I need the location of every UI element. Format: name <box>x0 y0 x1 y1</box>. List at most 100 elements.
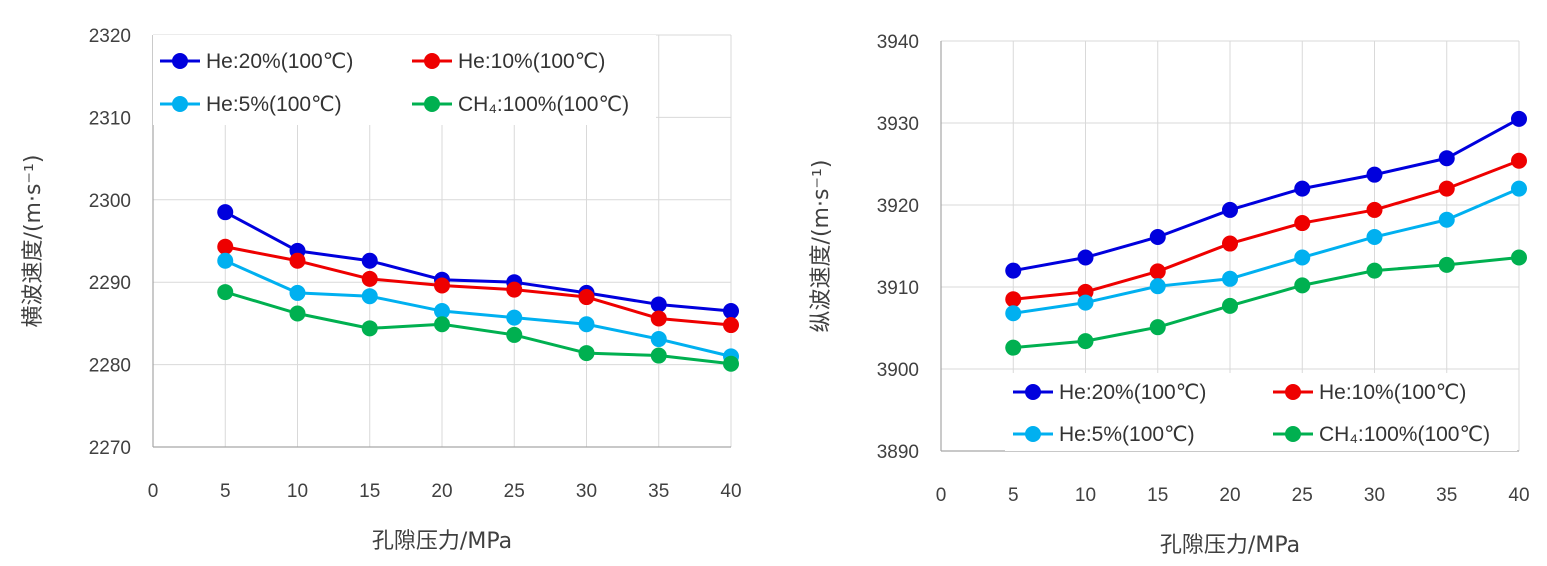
legend-swatch-marker <box>172 96 188 112</box>
x-tick-label: 35 <box>1436 485 1457 506</box>
data-point <box>578 316 595 333</box>
legend-label: He:5%(100℃) <box>1059 423 1195 446</box>
data-point <box>1438 256 1455 273</box>
series-0 <box>1005 110 1527 279</box>
data-point <box>217 252 234 269</box>
series-2 <box>217 252 739 365</box>
data-point <box>1366 201 1383 218</box>
data-point <box>217 284 234 301</box>
series-3 <box>217 284 739 372</box>
y-tick-label: 3940 <box>877 32 919 53</box>
data-point <box>1511 180 1527 197</box>
series-1 <box>1005 152 1527 308</box>
x-tick-label: 20 <box>431 481 452 502</box>
data-point <box>1366 228 1383 245</box>
data-point <box>1294 249 1311 266</box>
y-tick-label: 3910 <box>877 278 919 299</box>
x-tick-label: 10 <box>287 481 308 502</box>
data-point <box>1005 291 1022 308</box>
data-point <box>723 355 739 372</box>
legend-label: He:5%(100℃) <box>206 93 342 116</box>
x-tick-label: 15 <box>359 481 380 502</box>
data-point <box>578 345 595 362</box>
x-tick-label: 10 <box>1075 485 1096 506</box>
y-tick-label: 2280 <box>89 356 131 377</box>
legend-background <box>1005 373 1517 451</box>
y-tick-label: 2300 <box>89 191 131 212</box>
x-tick-label: 30 <box>1364 485 1385 506</box>
series-2 <box>1005 180 1527 322</box>
legend-swatch-marker <box>424 53 440 69</box>
data-point <box>650 296 667 313</box>
x-axis-title: 孔隙压力/MPa <box>1160 533 1300 558</box>
legend-label: CH₄:100%(100℃) <box>458 93 629 116</box>
series-line <box>1013 159 1520 301</box>
data-point <box>1511 152 1527 169</box>
y-tick-label: 3900 <box>877 360 919 381</box>
y-axis-title: 纵波速度/(m·s⁻¹) <box>809 160 834 333</box>
data-point <box>1222 297 1238 314</box>
x-tick-label: 25 <box>1292 485 1313 506</box>
x-tick-label: 35 <box>648 481 669 502</box>
legend-swatch-marker <box>172 53 188 69</box>
data-point <box>361 288 378 305</box>
data-point <box>1222 235 1238 252</box>
y-tick-label: 3930 <box>877 114 919 135</box>
data-point <box>434 303 450 320</box>
legend-label: He:20%(100℃) <box>1059 381 1206 404</box>
data-point <box>1438 150 1455 167</box>
data-point <box>1149 228 1166 245</box>
data-point <box>1366 262 1383 279</box>
legend-label: He:10%(100℃) <box>1319 381 1466 404</box>
data-point <box>723 317 739 334</box>
x-tick-label: 0 <box>148 481 159 502</box>
data-point <box>1511 110 1527 127</box>
series-line <box>1013 255 1520 350</box>
series-1 <box>217 238 739 334</box>
legend-swatch-marker <box>424 96 440 112</box>
legend-label: He:10%(100℃) <box>458 50 605 73</box>
data-point <box>1005 339 1022 356</box>
data-point <box>434 316 450 333</box>
data-point <box>1149 263 1166 280</box>
data-point <box>1149 278 1166 295</box>
data-point <box>217 238 234 255</box>
data-point <box>650 347 667 364</box>
x-tick-label: 20 <box>1219 485 1240 506</box>
y-tick-label: 2270 <box>89 438 131 459</box>
data-point <box>506 326 523 343</box>
series-line <box>224 259 732 358</box>
data-point <box>1511 249 1527 266</box>
legend: He:20%(100℃) He:10%(100℃) He:5%(100℃) CH₄:1… <box>1005 373 1517 451</box>
data-point <box>1222 201 1238 218</box>
x-tick-label: 0 <box>936 485 947 506</box>
series-3 <box>1005 249 1527 356</box>
legend-label: CH₄:100%(100℃) <box>1319 423 1490 446</box>
y-tick-label: 3890 <box>877 442 919 463</box>
x-tick-label: 40 <box>1508 485 1529 506</box>
data-point <box>1294 215 1311 232</box>
data-point <box>289 252 306 269</box>
data-point <box>1005 262 1022 279</box>
data-point <box>650 331 667 348</box>
legend-swatch-marker <box>1025 426 1041 442</box>
series-line <box>224 290 732 366</box>
legend-label: He:20%(100℃) <box>206 50 353 73</box>
data-point <box>1149 319 1166 336</box>
y-tick-label: 2320 <box>89 26 131 47</box>
data-point <box>578 289 595 306</box>
data-point <box>650 310 667 327</box>
data-point <box>1438 211 1455 228</box>
x-tick-label: 25 <box>504 481 525 502</box>
legend-swatch-marker <box>1285 384 1301 400</box>
data-point <box>289 305 306 322</box>
y-tick-label: 2310 <box>89 108 131 129</box>
data-point <box>361 320 378 337</box>
data-point <box>1077 294 1094 311</box>
data-point <box>1294 277 1311 294</box>
series-line <box>1012 117 1520 273</box>
data-point <box>217 204 234 221</box>
x-tick-label: 30 <box>576 481 597 502</box>
data-point <box>1366 166 1383 183</box>
